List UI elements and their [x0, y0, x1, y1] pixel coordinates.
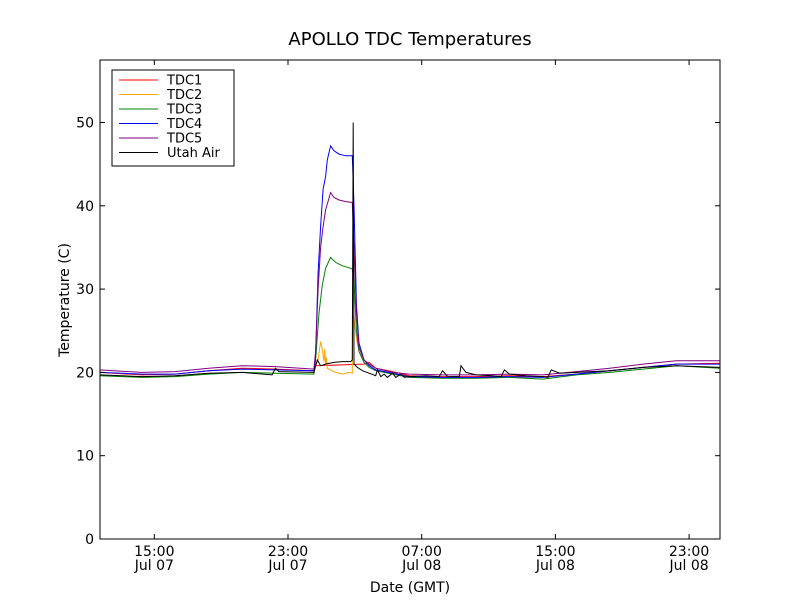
legend-label: TDC3 [166, 103, 202, 118]
plot-frame [99, 59, 721, 540]
x-tick-label-date: Jul 07 [134, 558, 174, 574]
legend-label: TDC4 [166, 117, 202, 132]
x-tick-label-date: Jul 08 [535, 558, 575, 574]
series-line-tdc5 [100, 191, 720, 376]
y-tick-label: 40 [76, 199, 94, 215]
legend-label: TDC1 [166, 74, 202, 89]
legend-label: Utah Air [167, 146, 220, 161]
x-tick-label-time: 15:00 [134, 544, 174, 560]
y-tick-label: 50 [76, 115, 94, 131]
y-tick-label: 20 [76, 365, 94, 381]
y-tick-label: 10 [76, 449, 94, 465]
x-tick-label-time: 15:00 [535, 544, 575, 560]
x-tick-label-date: Jul 08 [401, 558, 441, 574]
x-tick-label-date: Jul 07 [267, 558, 307, 574]
legend-label: TDC5 [166, 132, 202, 147]
chart-title: APOLLO TDC Temperatures [288, 29, 531, 50]
x-tick-label-time: 23:00 [669, 544, 709, 560]
legend-label: TDC2 [166, 88, 202, 103]
y-tick-label: 30 [76, 282, 94, 298]
series-layer [100, 122, 720, 380]
y-tick-label: 0 [85, 532, 94, 548]
y-axis-label: Temperature (C) [57, 243, 73, 358]
x-tick-label-time: 07:00 [402, 544, 442, 560]
x-axis-label: Date (GMT) [370, 580, 450, 596]
series-line-tdc4 [100, 144, 720, 378]
y-axis-ticks: 0 10 20 30 40 50 [76, 115, 720, 548]
legend-box [111, 69, 235, 167]
series-line-utah-air [100, 122, 720, 379]
x-tick-label-time: 23:00 [268, 544, 308, 560]
x-tick-label-date: Jul 08 [669, 558, 709, 574]
